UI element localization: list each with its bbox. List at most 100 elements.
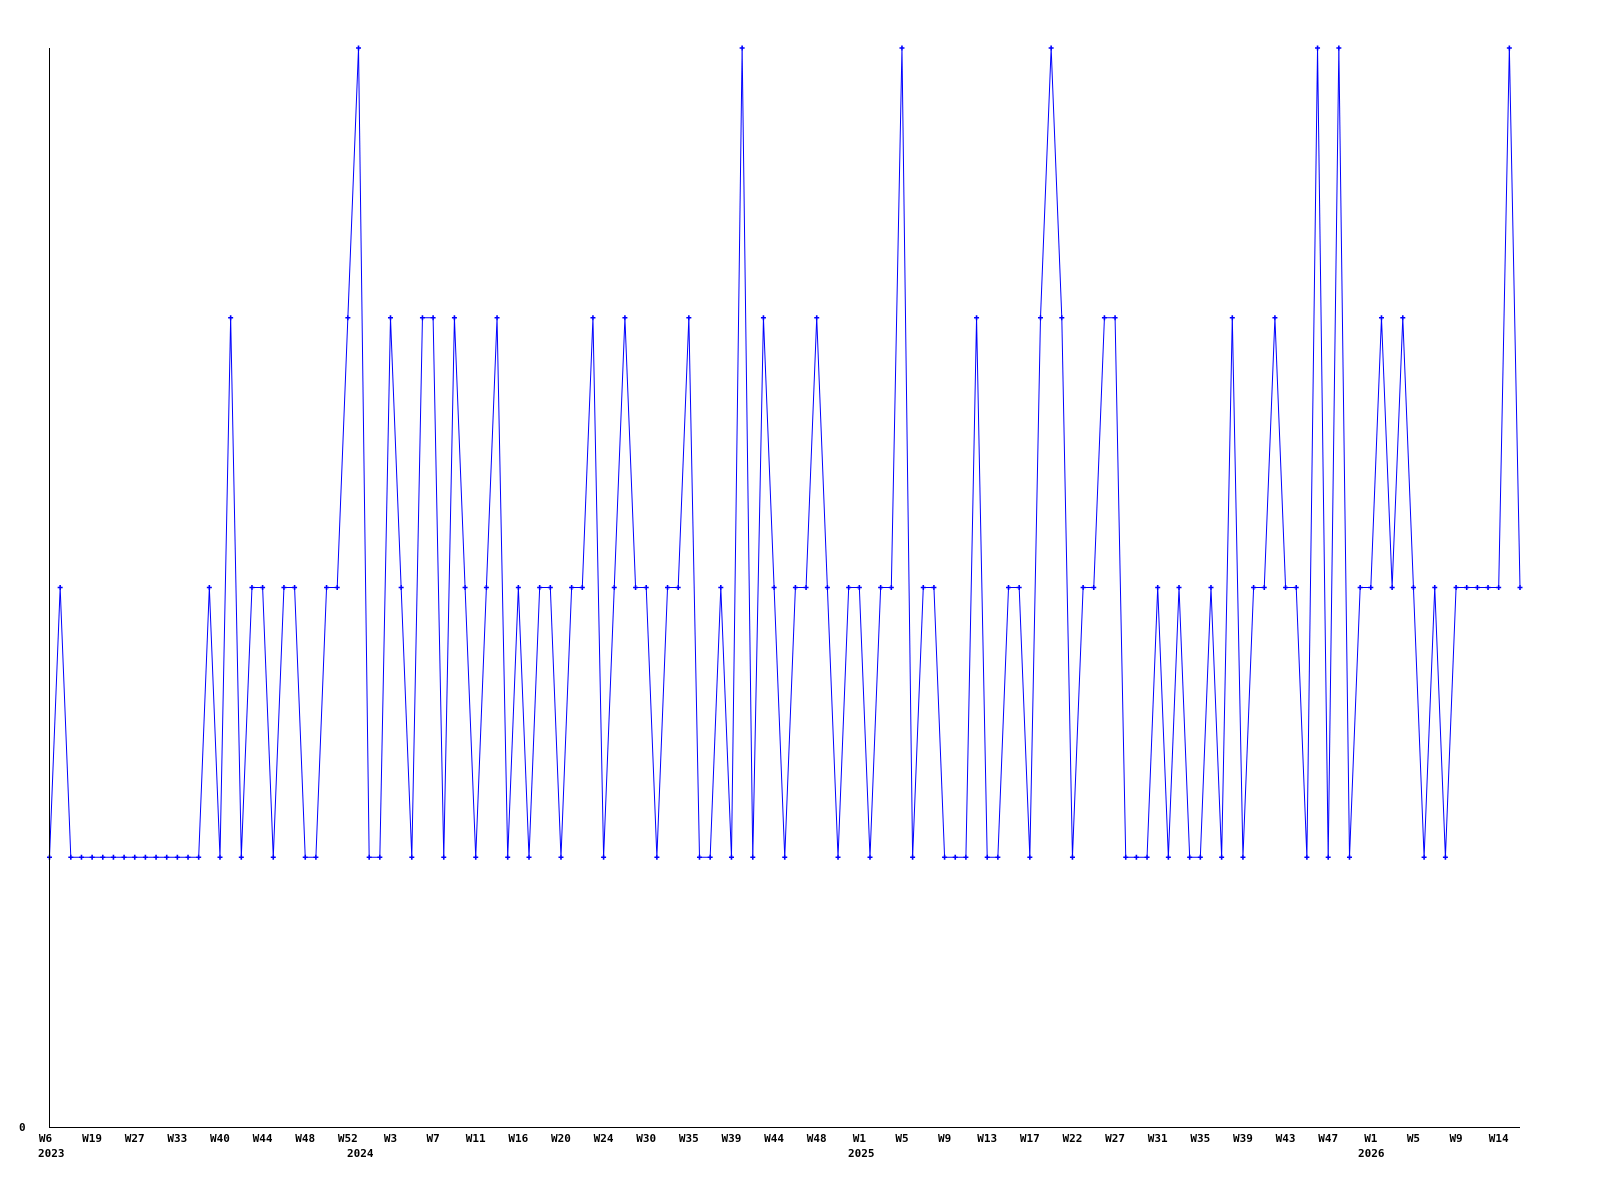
year-label: 2024	[347, 1147, 374, 1160]
data-point	[1027, 854, 1033, 860]
series-line-segment	[1306, 47, 1319, 858]
data-point	[281, 585, 287, 590]
data-point	[174, 854, 180, 860]
data-point	[196, 854, 202, 860]
series-line-segment	[453, 317, 466, 588]
x-tick-label: W24	[594, 1132, 614, 1145]
series-line-segment	[741, 47, 754, 858]
data-point	[1357, 585, 1363, 590]
data-point	[771, 585, 777, 590]
series-line-segment	[294, 587, 306, 858]
data-point	[750, 854, 756, 860]
data-point	[782, 854, 788, 860]
year-labels: 2023 2024 2025 2026	[38, 1147, 1385, 1160]
data-point	[345, 315, 351, 321]
series-line-segment	[464, 587, 477, 858]
data-point	[1048, 45, 1054, 51]
data-point	[1272, 315, 1278, 321]
x-tick-label: W1	[1364, 1132, 1378, 1145]
data-point	[697, 854, 703, 860]
x-tick-label: W9	[938, 1132, 951, 1145]
x-tick-label: W27	[1105, 1132, 1125, 1145]
data-point	[419, 315, 425, 321]
series-line-segment	[624, 317, 637, 588]
data-point	[292, 585, 298, 590]
x-tick-labels: W6 W19 W27 W33 W40 W44 W48 W52 W3 W7 W11 W16 W20 W24 W…	[39, 1132, 1509, 1145]
data-point	[1006, 585, 1012, 590]
data-point	[1240, 854, 1246, 860]
data-point	[313, 854, 319, 860]
data-point	[334, 585, 340, 590]
data-point	[1197, 854, 1203, 860]
series-line-segment	[272, 587, 285, 858]
data-point	[1144, 854, 1150, 860]
x-tick-label: W44	[253, 1132, 273, 1145]
year-label: 2025	[848, 1147, 875, 1160]
data-point	[1517, 585, 1523, 590]
data-point	[920, 585, 926, 590]
series-line-segment	[400, 587, 413, 858]
series-line-segment	[805, 317, 818, 588]
series-line-segment	[997, 587, 1010, 858]
series-line-segment	[1210, 587, 1223, 858]
series-line-segment	[709, 587, 722, 858]
series-line-segment	[549, 587, 562, 858]
data-point	[1336, 45, 1342, 51]
data-point	[728, 854, 734, 860]
x-tick-label: W44	[764, 1132, 784, 1145]
data-point	[356, 45, 362, 51]
data-point	[153, 854, 159, 860]
data-point	[377, 854, 383, 860]
data-point	[238, 854, 244, 860]
series-line-segment	[240, 587, 253, 858]
series-line-segment	[1338, 47, 1351, 858]
data-point	[888, 585, 894, 590]
x-tick-label: W39	[1233, 1132, 1253, 1145]
data-point	[1368, 585, 1374, 590]
series-line-segment	[560, 587, 573, 858]
data-point	[899, 45, 905, 51]
x-tick-label: W20	[551, 1132, 571, 1145]
data-point	[1474, 585, 1480, 590]
data-point	[387, 315, 393, 321]
series-line-segment	[1434, 587, 1446, 858]
data-point	[856, 585, 862, 590]
data-point	[1016, 585, 1022, 590]
data-point	[110, 854, 116, 860]
series-line-segment	[912, 587, 924, 858]
series-line-segment	[762, 317, 775, 588]
series-line-segment	[1317, 47, 1329, 858]
series-line-segment	[379, 317, 391, 858]
data-point	[1165, 854, 1171, 860]
data-point	[654, 854, 660, 860]
data-point	[1293, 585, 1299, 590]
data-point	[515, 585, 521, 590]
data-point	[260, 585, 266, 590]
series-line-segment	[784, 587, 796, 858]
x-tick-label: W11	[466, 1132, 486, 1145]
data-point	[1219, 854, 1225, 860]
series-line-segment	[1157, 587, 1169, 858]
data-point	[185, 854, 191, 860]
data-point	[1400, 315, 1406, 321]
data-point	[89, 854, 95, 860]
series-line-segment	[603, 587, 615, 858]
series-line-segment	[688, 317, 701, 858]
data-point	[569, 585, 575, 590]
data-point	[824, 585, 830, 590]
series-line-segment	[1391, 317, 1404, 588]
data-point	[792, 585, 798, 590]
data-point	[398, 585, 404, 590]
series-line-segment	[645, 587, 658, 858]
series-line-segment	[677, 317, 690, 588]
data-point	[1080, 585, 1086, 590]
data-point	[249, 585, 255, 590]
data-point	[142, 854, 148, 860]
data-point	[590, 315, 596, 321]
series-line-segment	[1018, 587, 1031, 858]
series-line-segment	[1050, 47, 1063, 318]
series-line-segment	[976, 317, 988, 858]
x-tick-label: W31	[1148, 1132, 1168, 1145]
series-line-segment	[720, 587, 732, 858]
data-point	[537, 585, 543, 590]
